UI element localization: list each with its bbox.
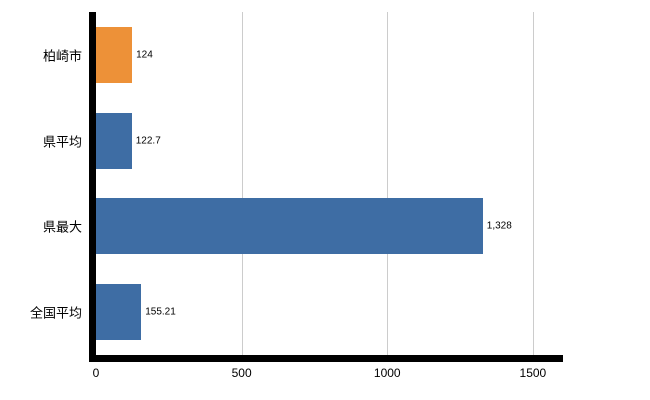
- bar-row: 全国平均 155.21: [30, 269, 562, 355]
- bar-row: 県最大 1,328: [43, 184, 562, 270]
- category-label: 県平均: [42, 134, 82, 150]
- x-tick-label: 0: [92, 366, 100, 380]
- bar-2: 122.7: [96, 112, 161, 169]
- bar-rows: 柏崎市 124 県平均 122.7 県最大 1,328 全国平均 155.21: [30, 12, 562, 355]
- plot-area: 柏崎市 124 県平均 122.7 県最大 1,328 全国平均 155.21: [30, 12, 562, 355]
- bar-3: 1,328: [96, 198, 512, 255]
- gridline-1500: [532, 12, 534, 355]
- category-label: 県最大: [42, 219, 82, 235]
- value-label: 155.21: [145, 306, 176, 318]
- value-label: 124: [136, 49, 153, 61]
- x-axis-tick-labels: 0 500 1000 1500: [92, 366, 562, 386]
- bar-row: 県平均 122.7: [43, 98, 562, 184]
- bar-row: 柏崎市 124: [43, 12, 562, 98]
- bar-4: 155.21: [96, 284, 176, 341]
- category-label: 全国平均: [29, 305, 82, 321]
- x-axis-line: [89, 355, 563, 362]
- x-tick-label: 1500: [519, 366, 547, 380]
- value-label: 122.7: [135, 135, 161, 147]
- bar-1: 124: [96, 26, 153, 83]
- category-label: 柏崎市: [42, 48, 82, 64]
- x-tick-label: 1000: [373, 366, 401, 380]
- value-label: 1,328: [486, 220, 512, 232]
- gridline-1000: [387, 12, 389, 355]
- y-axis-line: [89, 12, 96, 362]
- x-tick-label: 500: [231, 366, 252, 380]
- gridline-500: [241, 12, 243, 355]
